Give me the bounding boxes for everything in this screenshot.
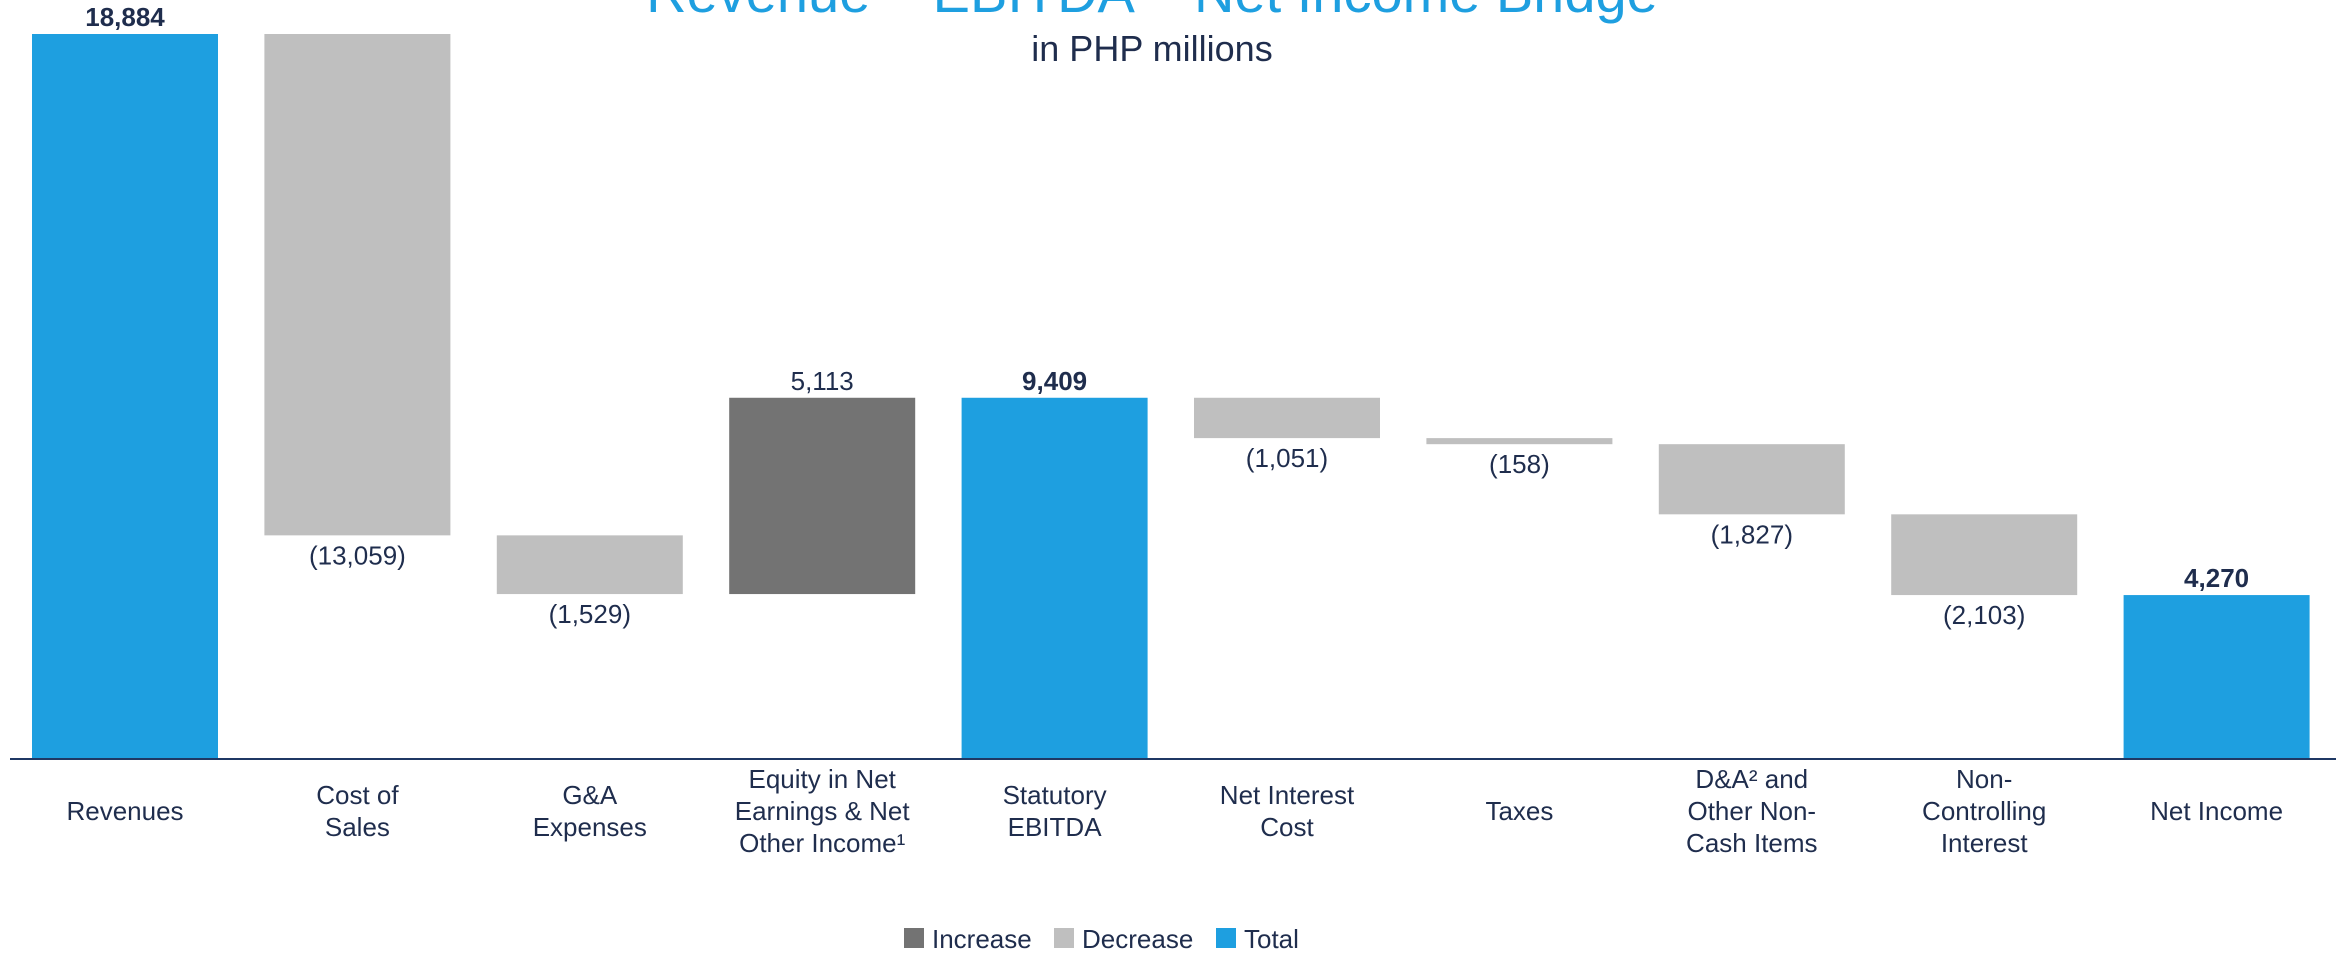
bar-1 [32,34,218,759]
value-label-2: (13,059) [309,540,406,570]
bar-7 [1426,438,1613,445]
value-label-7: (158) [1489,449,1550,479]
value-label-5: 9,409 [1022,366,1087,396]
category-label-2: Cost of Sales [316,780,399,842]
value-label-6: (1,051) [1246,443,1328,473]
bar-4 [729,397,916,595]
chart-title: Revenue – EBITDA – Net Income Bridge [646,0,1658,24]
category-label-10: Net Income [2150,796,2283,826]
value-label-3: (1,529) [549,599,631,629]
legend-swatch-decrease [1054,928,1074,948]
category-label-4: Equity in Net Earnings & Net Other Income¹ [735,764,911,858]
chart-subtitle: in PHP millions [1031,28,1272,69]
category-label-1: Revenues [66,796,183,826]
value-label-1: 18,884 [85,2,165,32]
legend-label-decrease: Decrease [1082,924,1193,953]
bar-3 [496,535,683,595]
legend-label-increase: Increase [932,924,1032,953]
value-label-8: (1,827) [1711,519,1793,549]
legend-swatch-total [1216,928,1236,948]
category-label-8: D&A² and Other Non-Cash Items [1686,764,1818,858]
bars-group [32,34,2310,759]
category-label-5: Statutory EBITDA [1003,780,1107,842]
legend: Increase Decrease Total [904,924,1299,953]
category-label-9: Non-Controlling Interest [1922,764,2046,858]
bar-2 [264,34,451,536]
bar-6 [1194,397,1380,439]
category-labels-group: Revenues Cost of Sales G&A Expenses Equity in… [66,764,2283,858]
bar-10 [2123,595,2310,759]
bar-9 [1891,514,2078,596]
bar-8 [1658,444,1845,515]
legend-label-total: Total [1244,924,1299,953]
legend-swatch-increase [904,928,924,948]
bar-5 [961,397,1148,759]
category-label-7: Taxes [1485,796,1553,826]
category-label-3: G&A Expenses [533,780,647,842]
value-label-9: (2,103) [1943,600,2025,630]
value-labels-group: 18,884 (13,059) (1,529) 5,113 9,409 (1,051) (1… [85,2,2249,630]
value-label-4: 5,113 [791,366,854,396]
value-label-10: 4,270 [2184,563,2249,593]
category-label-6: Net Interest Cost [1220,780,1355,842]
